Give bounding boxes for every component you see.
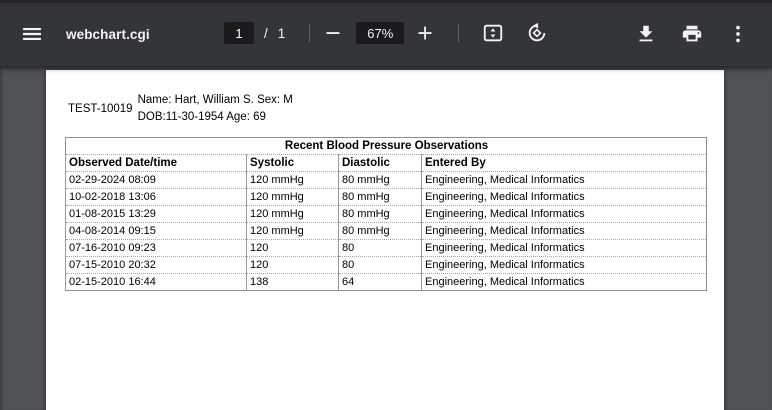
table-title-row: Recent Blood Pressure Observations: [65, 137, 707, 155]
print-icon: [681, 23, 703, 45]
rotate-button[interactable]: [519, 15, 555, 51]
download-icon: [635, 23, 657, 45]
menu-button[interactable]: [14, 16, 50, 52]
table-header-row: Observed Date/time Systolic Diastolic En…: [65, 154, 707, 172]
cell-observed: 01-08-2015 13:29: [65, 205, 247, 223]
table-title: Recent Blood Pressure Observations: [65, 137, 707, 155]
print-button[interactable]: [674, 16, 710, 52]
toolbar-separator: [309, 24, 311, 42]
zoom-in-button[interactable]: [410, 18, 440, 48]
cell-systolic: 120 mmHg: [246, 205, 339, 223]
blood-pressure-table: Recent Blood Pressure Observations Obser…: [65, 137, 708, 291]
download-button[interactable]: [628, 16, 664, 52]
column-header-entered-by: Entered By: [420, 154, 707, 172]
cell-observed: 07-16-2010 09:23: [65, 239, 247, 257]
cell-entered-by: Engineering, Medical Informatics: [420, 256, 707, 274]
table-row: 10-02-2018 13:06 120 mmHg 80 mmHg Engine…: [65, 188, 707, 206]
rotate-counterclockwise-icon: [526, 22, 548, 44]
column-header-diastolic: Diastolic: [338, 154, 422, 172]
cell-systolic: 120 mmHg: [246, 171, 339, 189]
cell-observed: 07-15-2010 20:32: [65, 256, 247, 274]
cell-entered-by: Engineering, Medical Informatics: [420, 205, 707, 223]
cell-systolic: 120 mmHg: [246, 222, 339, 240]
page-separator: /: [264, 25, 268, 41]
cell-observed: 10-02-2018 13:06: [65, 188, 247, 206]
cell-diastolic: 80 mmHg: [338, 222, 422, 240]
cell-observed: 02-29-2024 08:09: [65, 171, 247, 189]
cell-entered-by: Engineering, Medical Informatics: [420, 188, 707, 206]
cell-diastolic: 64: [338, 273, 422, 291]
pdf-toolbar: webchart.cgi / 1 67%: [0, 0, 772, 66]
window-top-edge: [0, 0, 772, 3]
cell-diastolic: 80 mmHg: [338, 171, 422, 189]
patient-details: Name: Hart, William S. Sex: M DOB:11-30-…: [138, 92, 293, 126]
cell-diastolic: 80 mmHg: [338, 188, 422, 206]
cell-entered-by: Engineering, Medical Informatics: [420, 171, 707, 189]
column-header-observed: Observed Date/time: [65, 154, 247, 172]
table-row: 01-08-2015 13:29 120 mmHg 80 mmHg Engine…: [65, 205, 707, 223]
cell-entered-by: Engineering, Medical Informatics: [420, 239, 707, 257]
cell-observed: 04-08-2014 09:15: [65, 222, 247, 240]
fit-to-page-icon: [482, 22, 504, 44]
table-row: 04-08-2014 09:15 120 mmHg 80 mmHg Engine…: [65, 222, 707, 240]
toolbar-separator: [458, 24, 460, 42]
cell-entered-by: Engineering, Medical Informatics: [420, 222, 707, 240]
cell-diastolic: 80 mmHg: [338, 205, 422, 223]
toolbar-actions: [628, 16, 758, 52]
table-row: 02-15-2010 16:44 138 64 Engineering, Med…: [65, 273, 707, 291]
table-row: 07-15-2010 20:32 120 80 Engineering, Med…: [65, 256, 707, 274]
zoom-out-icon: [323, 23, 343, 43]
cell-diastolic: 80: [338, 239, 422, 257]
more-options-icon: [727, 23, 749, 45]
zoom-in-icon: [415, 23, 435, 43]
patient-dob-age: DOB:11-30-1954 Age: 69: [137, 111, 266, 123]
pdf-viewer-canvas[interactable]: TEST-10019 Name: Hart, William S. Sex: M…: [0, 66, 772, 410]
cell-systolic: 120: [246, 239, 339, 257]
cell-systolic: 120 mmHg: [246, 188, 339, 206]
pdf-page: TEST-10019 Name: Hart, William S. Sex: M…: [46, 70, 724, 410]
cell-systolic: 138: [246, 273, 339, 291]
column-header-systolic: Systolic: [246, 154, 339, 172]
more-options-button[interactable]: [720, 16, 756, 52]
zoom-level-display[interactable]: 67%: [356, 22, 405, 44]
page-and-zoom-controls: / 1 67%: [224, 0, 555, 66]
menu-icon: [21, 23, 43, 45]
page-number-input[interactable]: [224, 22, 254, 44]
fit-to-page-button[interactable]: [475, 15, 511, 51]
cell-diastolic: 80: [338, 256, 422, 274]
toolbar-inner: webchart.cgi / 1 67%: [0, 0, 772, 66]
page-count: 1: [277, 25, 286, 41]
patient-name-sex: Name: Hart, William S. Sex: M: [137, 94, 293, 106]
table-row: 02-29-2024 08:09 120 mmHg 80 mmHg Engine…: [65, 171, 707, 189]
document-title: webchart.cgi: [66, 26, 150, 42]
zoom-out-button[interactable]: [318, 18, 348, 48]
table-row: 07-16-2010 09:23 120 80 Engineering, Med…: [65, 239, 707, 257]
cell-observed: 02-15-2010 16:44: [65, 273, 247, 291]
cell-systolic: 120: [246, 256, 339, 274]
patient-header: TEST-10019 Name: Hart, William S. Sex: M…: [68, 92, 293, 126]
cell-entered-by: Engineering, Medical Informatics: [420, 273, 707, 291]
patient-id: TEST-10019: [68, 103, 133, 115]
